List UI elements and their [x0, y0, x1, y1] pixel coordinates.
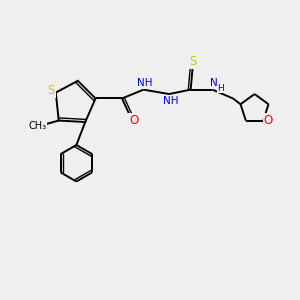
Text: S: S — [189, 55, 196, 68]
Text: O: O — [264, 114, 273, 127]
Text: NH: NH — [163, 95, 178, 106]
Text: NH: NH — [137, 78, 153, 88]
Text: H: H — [217, 84, 224, 93]
Text: N: N — [210, 78, 218, 88]
Text: S: S — [48, 84, 55, 97]
Text: O: O — [129, 114, 138, 127]
Text: CH₃: CH₃ — [28, 121, 46, 131]
